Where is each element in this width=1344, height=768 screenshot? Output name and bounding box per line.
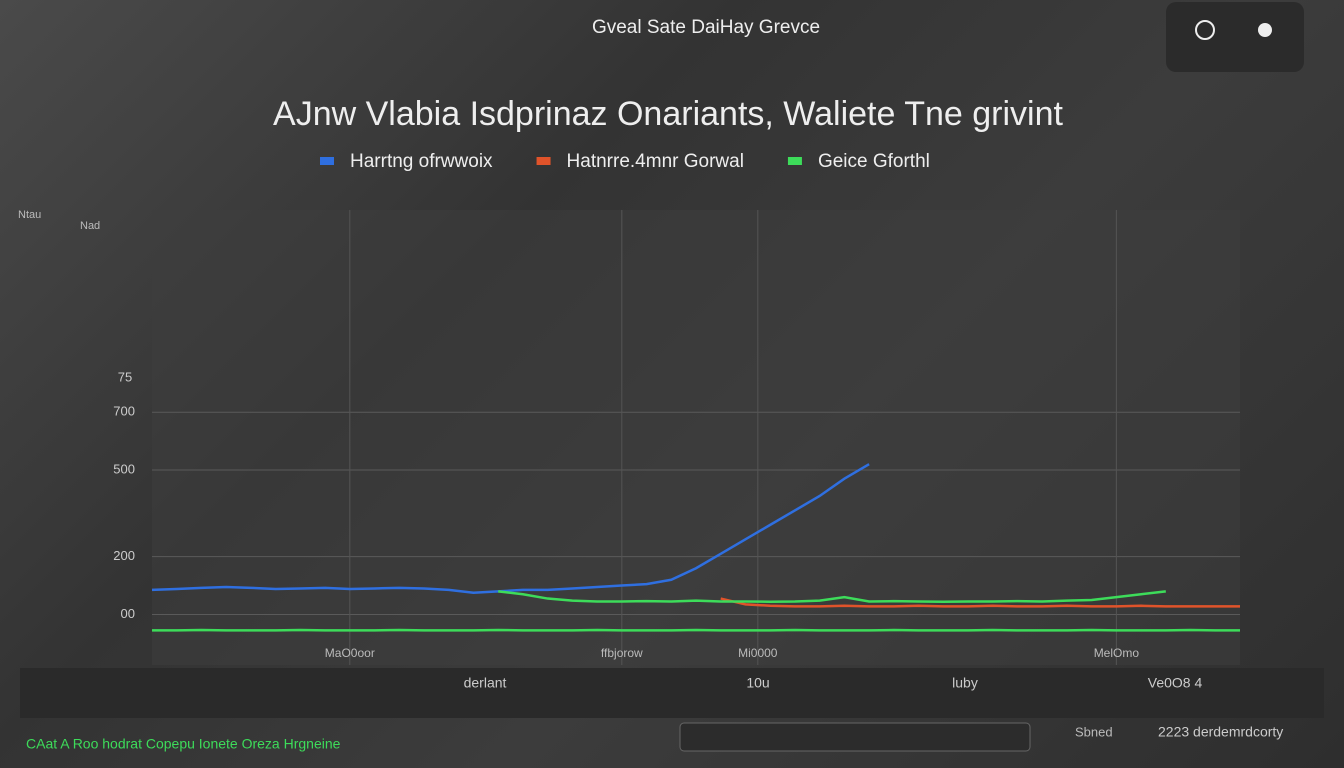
- y-tick-label: 700: [113, 404, 135, 419]
- status-right: 2223 derdemrdcorty: [1158, 724, 1283, 740]
- user-icon[interactable]: [1258, 23, 1272, 37]
- x-axis-band: [20, 668, 1324, 718]
- y-tick-label: 500: [113, 461, 135, 476]
- footer-label: 10u: [746, 675, 769, 691]
- plot-area: [152, 210, 1240, 665]
- x-tick-label: Mi0000: [738, 646, 778, 660]
- legend-swatch: [787, 157, 802, 165]
- chart-title: AJnw Vlabia Isdprinaz Onariants, Waliete…: [273, 95, 1063, 133]
- header: Gveal Sate DaiHay Grevce: [592, 17, 820, 38]
- legend-swatch: [536, 157, 551, 165]
- footer-label: luby: [952, 675, 978, 691]
- footer-label: Ve0O8 4: [1148, 675, 1203, 691]
- y-note: 75: [118, 369, 132, 384]
- x-tick-label: ffbjorow: [601, 646, 643, 660]
- y-tick-label: 200: [113, 548, 135, 563]
- status-left: CAat A Roo hodrat Copepu Ionete Oreza Hr…: [26, 736, 341, 752]
- y-tick-label: 00: [121, 606, 135, 621]
- series-line: [498, 590, 1166, 603]
- legend-label: Geice Gforthl: [818, 151, 930, 172]
- toolbar: [1166, 2, 1304, 72]
- legend-label: Harrtng ofrwwoix: [350, 151, 493, 172]
- series-line: [151, 463, 870, 595]
- search-box[interactable]: [679, 722, 1031, 752]
- y-caption: Ntau: [18, 209, 41, 221]
- legend-label: Hatnrre.4mnr Gorwal: [567, 151, 744, 172]
- footer-label: derlant: [464, 675, 507, 691]
- legend-swatch: [320, 157, 334, 165]
- series-line: [720, 597, 1240, 608]
- y-unit: Nad: [80, 220, 100, 232]
- x-tick-label: MelOmo: [1094, 646, 1140, 660]
- status-right: Sbned: [1075, 724, 1113, 739]
- x-tick-label: MaO0oor: [325, 646, 375, 660]
- link-icon[interactable]: [1195, 20, 1215, 40]
